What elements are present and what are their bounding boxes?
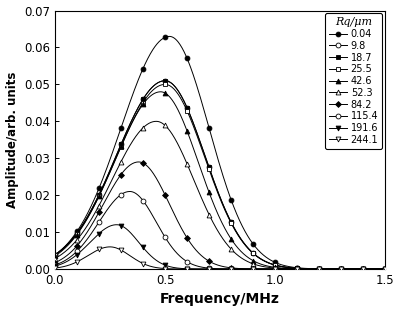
- X-axis label: Frequency/MHz: Frequency/MHz: [160, 292, 280, 306]
- Legend: 0.04, 9.8, 18.7, 25.5, 42.6, 52.3, 84.2, 115.4, 191.6, 244.1: 0.04, 9.8, 18.7, 25.5, 42.6, 52.3, 84.2,…: [326, 13, 382, 149]
- Y-axis label: Amplitude/arb. units: Amplitude/arb. units: [6, 72, 18, 208]
